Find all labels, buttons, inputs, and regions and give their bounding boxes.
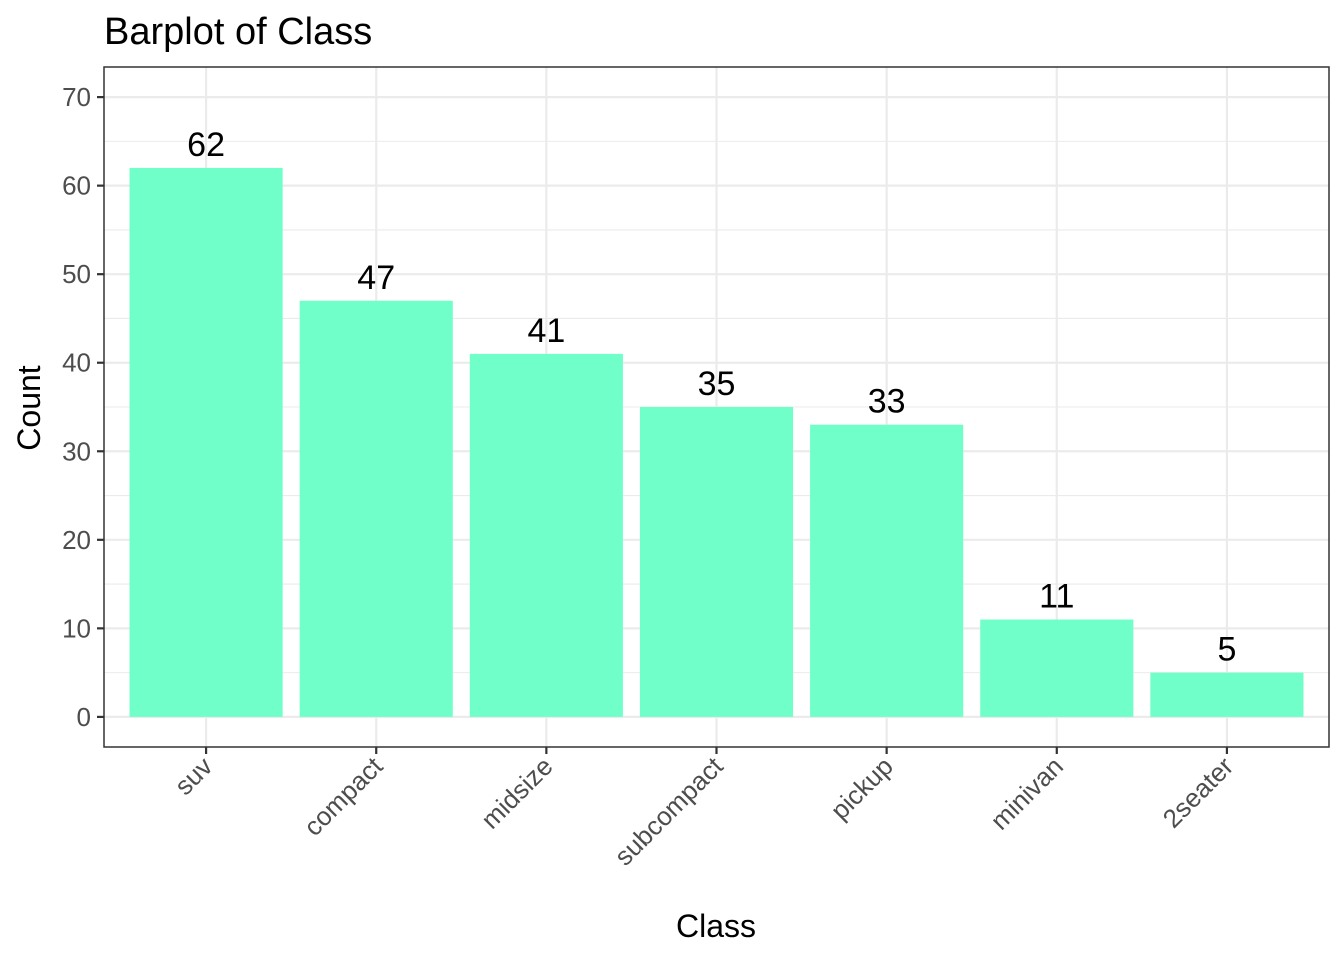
data-label-2seater: 5 (1217, 631, 1236, 669)
bar-suv (129, 167, 283, 717)
bar-midsize (469, 353, 623, 717)
bar-pickup (810, 424, 964, 717)
data-label-minivan: 11 (1039, 578, 1074, 616)
x-axis-title: Class (676, 908, 756, 944)
bar-subcompact (639, 407, 794, 717)
y-tick-label: 40 (62, 348, 91, 378)
y-tick-label: 70 (62, 82, 91, 112)
y-tick-label: 10 (62, 613, 91, 643)
data-label-suv: 62 (187, 126, 225, 164)
y-tick-label: 30 (62, 436, 91, 466)
y-tick-label: 50 (62, 259, 91, 289)
data-label-compact: 47 (357, 259, 395, 297)
y-axis-title: Count (11, 365, 47, 451)
bar-2seater (1150, 672, 1304, 717)
chart-title: Barplot of Class (104, 11, 372, 53)
y-tick-label: 20 (62, 525, 91, 555)
data-label-pickup: 33 (868, 383, 906, 421)
bar-compact (299, 300, 453, 717)
data-label-subcompact: 35 (698, 365, 736, 403)
bar-minivan (980, 619, 1134, 717)
data-label-midsize: 41 (527, 312, 565, 350)
y-tick-label: 60 (62, 171, 91, 201)
y-tick-label: 0 (77, 702, 91, 732)
